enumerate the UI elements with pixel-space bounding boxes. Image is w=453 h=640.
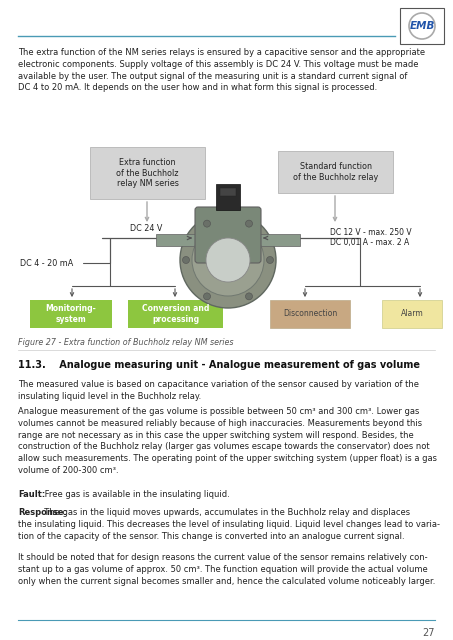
Text: Standard function
of the Buchholz relay: Standard function of the Buchholz relay (293, 163, 378, 182)
Text: DC 12 V - max. 250 V
DC 0,01 A - max. 2 A: DC 12 V - max. 250 V DC 0,01 A - max. 2 … (330, 228, 412, 248)
Bar (400, 8, 444, 44)
Circle shape (266, 257, 274, 264)
Text: Free gas is available in the insulating liquid.: Free gas is available in the insulating … (42, 490, 230, 499)
Text: 27: 27 (423, 628, 435, 638)
Text: The gas in the liquid moves upwards, accumulates in the Buchholz relay and displ: The gas in the liquid moves upwards, acc… (18, 508, 440, 541)
Text: The measured value is based on capacitance variation of the sensor caused by var: The measured value is based on capacitan… (18, 380, 419, 401)
Text: EMB: EMB (410, 21, 435, 31)
Circle shape (246, 293, 252, 300)
Circle shape (203, 293, 211, 300)
Text: Disconnection: Disconnection (283, 310, 337, 319)
Text: Conversion and
processing: Conversion and processing (142, 304, 209, 324)
Circle shape (180, 212, 276, 308)
Text: Extra function
of the Buchholz
relay NM series: Extra function of the Buchholz relay NM … (116, 158, 179, 188)
Text: Figure 27 - Extra function of Buchholz relay NM series: Figure 27 - Extra function of Buchholz r… (18, 338, 233, 347)
Circle shape (206, 238, 250, 282)
Bar (30, 300, 112, 328)
Bar (270, 300, 350, 328)
Circle shape (203, 220, 211, 227)
Text: DC 24 V: DC 24 V (130, 224, 162, 233)
Bar (90, 147, 205, 199)
Text: Monitoring-
system: Monitoring- system (46, 304, 96, 324)
FancyBboxPatch shape (195, 207, 261, 263)
Circle shape (246, 220, 252, 227)
Circle shape (183, 257, 189, 264)
Bar (156, 234, 198, 246)
Bar (258, 234, 300, 246)
Bar (128, 300, 223, 328)
Bar (382, 300, 442, 328)
Text: Fault:: Fault: (18, 490, 45, 499)
Circle shape (192, 224, 264, 296)
Text: Alarm: Alarm (400, 310, 424, 319)
Bar (278, 151, 393, 193)
Bar (220, 188, 236, 196)
Text: Response:: Response: (18, 508, 67, 517)
Text: DC 4 - 20 mA: DC 4 - 20 mA (20, 259, 73, 268)
Bar (216, 184, 240, 210)
Text: It should be noted that for design reasons the current value of the sensor remai: It should be noted that for design reaso… (18, 553, 435, 586)
Text: The extra function of the NM series relays is ensured by a capacitive sensor and: The extra function of the NM series rela… (18, 48, 425, 92)
Text: 11.3.    Analogue measuring unit - Analogue measurement of gas volume: 11.3. Analogue measuring unit - Analogue… (18, 360, 420, 370)
Text: Analogue measurement of the gas volume is possible between 50 cm³ and 300 cm³. L: Analogue measurement of the gas volume i… (18, 407, 437, 475)
